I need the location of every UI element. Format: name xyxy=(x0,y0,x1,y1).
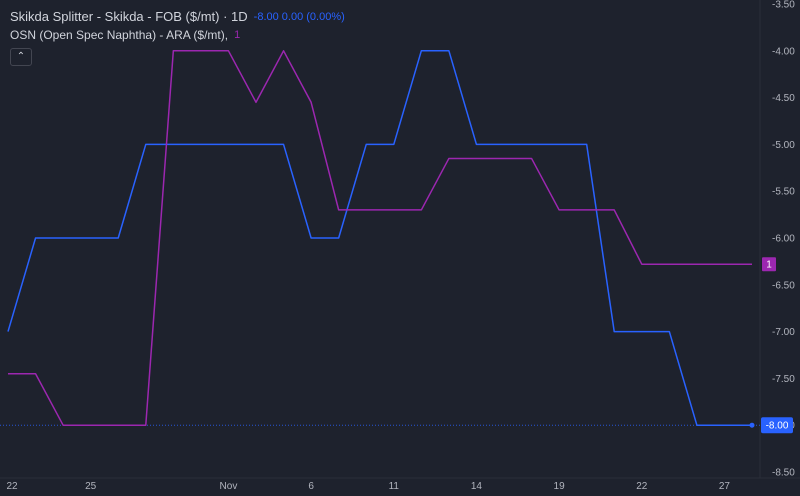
main-price-badge xyxy=(761,417,793,434)
y-tick-label: -5.50 xyxy=(772,187,795,198)
x-tick-label: 27 xyxy=(719,481,731,492)
y-tick-label: -4.50 xyxy=(772,93,795,104)
compare-series-value: 1 xyxy=(234,29,241,41)
main-series-title: Skikda Splitter - Skikda - FOB ($/mt) · … xyxy=(10,9,248,24)
x-tick-label: Nov xyxy=(220,481,238,492)
last-point-marker xyxy=(749,422,755,428)
legend-main-row[interactable]: Skikda Splitter - Skikda - FOB ($/mt) · … xyxy=(10,8,345,26)
main-price-label: -8.00 xyxy=(766,421,789,432)
y-tick-label: -6.00 xyxy=(772,234,795,245)
series-line-purple[interactable] xyxy=(8,50,752,426)
x-tick-label: 25 xyxy=(85,481,97,492)
chart-legend: Skikda Splitter - Skikda - FOB ($/mt) · … xyxy=(10,8,345,66)
chevron-up-icon: ⌃ xyxy=(16,51,26,62)
compare-series-title: OSN (Open Spec Naphtha) - ARA ($/mt), xyxy=(10,28,229,42)
compare-price-badge xyxy=(762,257,776,272)
x-tick-label: 14 xyxy=(471,481,483,492)
x-tick-label: 22 xyxy=(6,481,18,492)
y-tick-label: -4.00 xyxy=(772,46,795,57)
compare-price-label: 1 xyxy=(766,260,772,271)
x-tick-label: 11 xyxy=(389,481,400,492)
main-series-values: -8.00 0.00 (0.00%) xyxy=(253,11,345,23)
y-tick-label: -3.50 xyxy=(772,0,795,11)
series-line-blue[interactable] xyxy=(7,50,752,426)
legend-compare-row[interactable]: OSN (Open Spec Naphtha) - ARA ($/mt), 1 xyxy=(10,26,345,44)
x-tick-label: 22 xyxy=(636,481,648,492)
y-tick-label: -7.00 xyxy=(772,327,795,338)
legend-collapse-button[interactable]: ⌃ xyxy=(10,48,32,66)
y-tick-label: -6.50 xyxy=(772,280,795,291)
y-tick-label: -7.50 xyxy=(772,374,795,385)
x-tick-label: 6 xyxy=(308,481,314,492)
y-tick-label: -5.00 xyxy=(772,140,795,151)
y-tick-label: -8.50 xyxy=(772,468,795,479)
x-tick-label: 19 xyxy=(554,481,566,492)
